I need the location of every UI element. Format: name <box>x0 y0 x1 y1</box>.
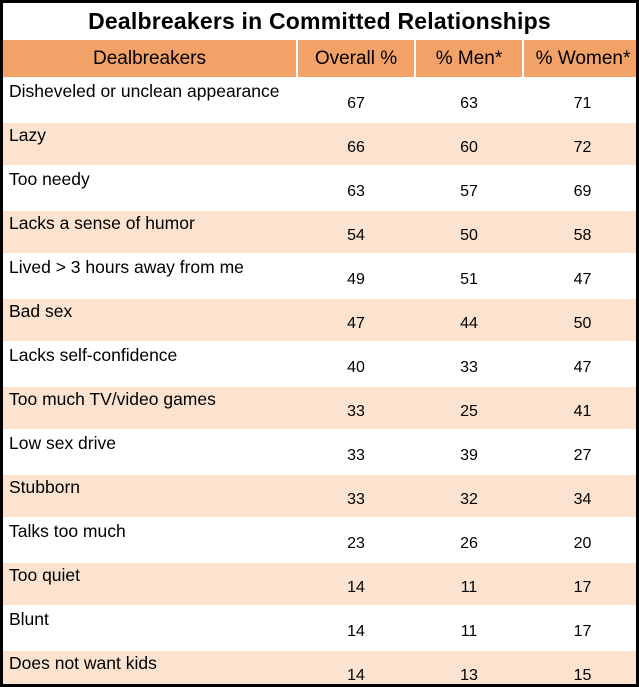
cell-overall: 33 <box>297 429 415 474</box>
cell-dealbreaker: Low sex drive <box>3 429 297 474</box>
cell-overall: 47 <box>297 297 415 342</box>
cell-dealbreaker: Too needy <box>3 165 297 210</box>
cell-men: 50 <box>415 209 523 254</box>
table-row: Stubborn 33 32 34 <box>3 473 636 518</box>
cell-dealbreaker: Talks too much <box>3 517 297 562</box>
cell-dealbreaker: Lacks self-confidence <box>3 341 297 386</box>
cell-dealbreaker: Blunt <box>3 605 297 650</box>
table-row: Lacks self-confidence 40 33 47 <box>3 341 636 386</box>
cell-women: 71 <box>523 77 636 122</box>
header-men-percent: % Men* <box>414 40 523 78</box>
table-body: Disheveled or unclean appearance 67 63 71 La… <box>3 77 636 684</box>
cell-men: 51 <box>415 253 523 298</box>
table-row: Too much TV/video games 33 25 41 <box>3 385 636 430</box>
table-row: Lazy 66 60 72 <box>3 121 636 166</box>
cell-women: 17 <box>523 561 636 606</box>
cell-dealbreaker: Too quiet <box>3 561 297 606</box>
table-header-row: Dealbreakers Overall % % Men* % Women* <box>3 40 636 78</box>
cell-dealbreaker: Disheveled or unclean appearance <box>3 77 297 122</box>
table-row: Talks too much 23 26 20 <box>3 517 636 562</box>
cell-overall: 14 <box>297 561 415 606</box>
cell-men: 25 <box>415 385 523 430</box>
cell-men: 63 <box>415 77 523 122</box>
dealbreakers-table: Dealbreakers Overall % % Men* % Women* D… <box>3 40 636 684</box>
header-dealbreakers: Dealbreakers <box>3 40 297 78</box>
cell-overall: 63 <box>297 165 415 210</box>
cell-women: 27 <box>523 429 636 474</box>
cell-women: 20 <box>523 517 636 562</box>
cell-men: 11 <box>415 605 523 650</box>
cell-men: 44 <box>415 297 523 342</box>
cell-men: 33 <box>415 341 523 386</box>
cell-men: 13 <box>415 649 523 684</box>
header-overall-percent: Overall % <box>296 40 415 78</box>
cell-overall: 14 <box>297 649 415 684</box>
cell-dealbreaker: Does not want kids <box>3 649 297 684</box>
cell-women: 15 <box>523 649 636 684</box>
cell-women: 58 <box>523 209 636 254</box>
cell-men: 57 <box>415 165 523 210</box>
cell-overall: 33 <box>297 473 415 518</box>
cell-women: 47 <box>523 341 636 386</box>
table-row: Low sex drive 33 39 27 <box>3 429 636 474</box>
cell-men: 11 <box>415 561 523 606</box>
cell-dealbreaker: Stubborn <box>3 473 297 518</box>
table-row: Bad sex 47 44 50 <box>3 297 636 342</box>
cell-men: 26 <box>415 517 523 562</box>
page-title: Dealbreakers in Committed Relationships <box>3 3 636 40</box>
header-women-percent: % Women* <box>522 40 636 78</box>
cell-overall: 54 <box>297 209 415 254</box>
cell-dealbreaker: Lacks a sense of humor <box>3 209 297 254</box>
cell-men: 39 <box>415 429 523 474</box>
cell-women: 72 <box>523 121 636 166</box>
cell-overall: 67 <box>297 77 415 122</box>
cell-overall: 66 <box>297 121 415 166</box>
cell-overall: 33 <box>297 385 415 430</box>
cell-dealbreaker: Lazy <box>3 121 297 166</box>
cell-dealbreaker: Too much TV/video games <box>3 385 297 430</box>
table-row: Does not want kids 14 13 15 <box>3 649 636 684</box>
cell-overall: 23 <box>297 517 415 562</box>
cell-dealbreaker: Lived > 3 hours away from me <box>3 253 297 298</box>
cell-women: 41 <box>523 385 636 430</box>
cell-overall: 49 <box>297 253 415 298</box>
table-row: Disheveled or unclean appearance 67 63 71 <box>3 77 636 122</box>
cell-dealbreaker: Bad sex <box>3 297 297 342</box>
cell-women: 69 <box>523 165 636 210</box>
cell-women: 34 <box>523 473 636 518</box>
cell-overall: 40 <box>297 341 415 386</box>
cell-women: 17 <box>523 605 636 650</box>
cell-women: 50 <box>523 297 636 342</box>
cell-men: 32 <box>415 473 523 518</box>
cell-men: 60 <box>415 121 523 166</box>
table-row: Lacks a sense of humor 54 50 58 <box>3 209 636 254</box>
cell-overall: 14 <box>297 605 415 650</box>
cell-women: 47 <box>523 253 636 298</box>
table-row: Too needy 63 57 69 <box>3 165 636 210</box>
table-row: Too quiet 14 11 17 <box>3 561 636 606</box>
table-row: Blunt 14 11 17 <box>3 605 636 650</box>
table-row: Lived > 3 hours away from me 49 51 47 <box>3 253 636 298</box>
